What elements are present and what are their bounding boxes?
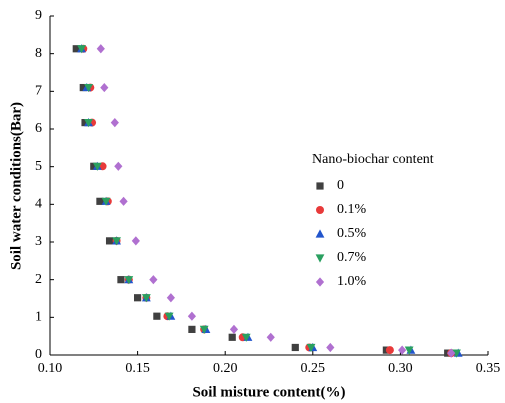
x-tick-label: 0.25 <box>301 361 326 376</box>
point <box>79 83 87 92</box>
point <box>166 293 175 303</box>
legend-label: 0.5% <box>337 226 367 241</box>
legend-marker <box>315 229 325 238</box>
y-tick-label: 4 <box>35 197 42 212</box>
point <box>100 82 109 93</box>
point <box>124 276 134 285</box>
y-tick-label: 2 <box>35 272 42 287</box>
point <box>141 294 151 303</box>
point <box>96 44 105 54</box>
point <box>326 342 335 353</box>
legend-title: Nano-biochar content <box>312 152 434 167</box>
legend-marker <box>316 206 324 214</box>
point <box>164 312 174 321</box>
point <box>114 161 123 171</box>
point <box>105 237 114 245</box>
point <box>81 118 89 127</box>
point <box>398 345 407 355</box>
point <box>84 118 93 128</box>
point <box>266 332 275 342</box>
legend-marker <box>316 182 324 190</box>
point <box>117 276 125 284</box>
point <box>131 236 140 246</box>
point <box>96 197 104 205</box>
point <box>153 312 161 320</box>
y-tick-label: 3 <box>35 234 42 249</box>
point <box>77 45 86 54</box>
legend-label: 0.7% <box>337 250 367 265</box>
y-tick-label: 6 <box>35 121 42 136</box>
y-tick-label: 0 <box>35 347 42 362</box>
point <box>404 346 414 355</box>
point <box>447 348 456 358</box>
point <box>119 196 128 206</box>
legend-marker <box>315 277 325 287</box>
point <box>452 349 461 358</box>
y-tick-label: 7 <box>35 84 42 99</box>
y-tick-label: 1 <box>35 310 42 325</box>
x-tick-label: 0.35 <box>476 361 501 376</box>
point <box>199 325 209 334</box>
legend-marker <box>315 254 325 263</box>
x-tick-label: 0.20 <box>213 361 238 376</box>
y-tick-label: 9 <box>35 8 42 23</box>
point <box>291 343 299 352</box>
point <box>241 333 251 342</box>
point <box>385 346 394 355</box>
point <box>149 275 158 285</box>
point <box>229 324 239 334</box>
point <box>84 83 93 93</box>
legend-label: 1.0% <box>337 274 367 289</box>
x-tick-label: 0.15 <box>125 361 150 376</box>
x-axis-title: Soil misture content(%) <box>192 384 345 400</box>
y-tick-label: 8 <box>35 46 42 61</box>
y-axis-title: Soil water conditions(Bar) <box>8 102 24 270</box>
legend-label: 0.1% <box>337 202 367 217</box>
point <box>72 45 80 53</box>
point <box>92 162 102 171</box>
point <box>228 333 236 341</box>
point <box>188 325 196 333</box>
legend-label: 0 <box>337 178 344 193</box>
point <box>101 197 111 206</box>
point <box>306 343 316 353</box>
y-tick-label: 5 <box>35 159 42 174</box>
point <box>134 294 142 302</box>
point <box>187 311 197 321</box>
point <box>110 117 119 128</box>
point <box>90 162 98 170</box>
x-tick-label: 0.30 <box>388 361 413 376</box>
point <box>112 237 121 246</box>
x-tick-label: 0.10 <box>38 361 63 376</box>
